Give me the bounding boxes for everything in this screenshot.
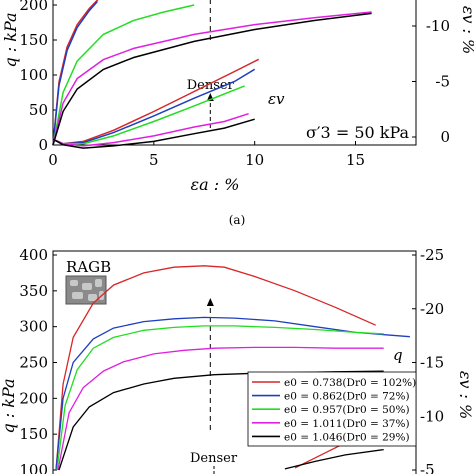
series-q-black-a	[52, 12, 372, 146]
series-q-blue-a	[52, 1, 98, 146]
y-left-tick-label-a: 150	[19, 31, 48, 49]
series-q-green-a	[52, 4, 195, 146]
series-ev-green-a	[52, 85, 245, 145]
material-photo-grain	[82, 283, 92, 290]
y-right-tick-label-a: -10	[426, 17, 450, 35]
chart-b: 100 150 200 250 300 350 400 -25 -20 -15 -10 -5 q : k…	[0, 246, 474, 474]
annotation-material-b: RAGB	[66, 258, 111, 276]
series-q-red-b	[55, 265, 376, 471]
y-right-axis-label-b: εv : %	[456, 371, 474, 419]
plot-frame-a	[52, 0, 417, 146]
series-ev-black-a	[52, 118, 255, 149]
y-right-tick-label-b: -15	[420, 354, 444, 372]
y-right-tick-label-b: -25	[420, 246, 444, 264]
x-tick-label-a: 5	[149, 151, 159, 169]
y-right-tick-label-b: -10	[420, 407, 444, 425]
legend-label-black: e0 = 1.046(Dr0 = 29%)	[284, 431, 410, 443]
material-photo-grain	[95, 279, 102, 287]
y-right-tick-label-a: 0	[440, 128, 450, 146]
y-left-tick-label-b: 400	[19, 246, 48, 264]
x-tick-label-a: 0	[48, 151, 58, 169]
series-q-magenta-b	[57, 346, 384, 471]
y-left-tick-label-b: 250	[19, 354, 48, 372]
annotation-ev-a: εv	[268, 90, 285, 108]
y-left-tick-label-b: 150	[19, 425, 48, 443]
y-right-tick-label-a: -5	[435, 73, 450, 91]
annotation-pressure-a: σ′3 = 50 kPa	[306, 123, 410, 142]
x-tick-label-a: 15	[346, 151, 365, 169]
caption-a: (a)	[229, 213, 246, 227]
series-ev-red-a	[52, 58, 260, 145]
y-left-tick-label-a: 200	[19, 0, 48, 14]
annotation-denser-b: Denser	[190, 451, 238, 466]
series-ev-magenta-a	[52, 112, 249, 147]
y-left-axis-label-a: q : kPa	[1, 12, 20, 67]
legend-label-red: e0 = 0.738(Dr0 = 102%)	[284, 377, 416, 389]
y-right-tick-label-b: -5	[420, 461, 435, 474]
legend-label-magenta: e0 = 1.011(Dr0 = 37%)	[284, 418, 410, 430]
x-axis-label-a: εa : %	[191, 175, 240, 194]
arrowhead-b	[206, 298, 214, 306]
material-photo-grain	[70, 280, 78, 286]
y-left-tick-label-b: 200	[19, 389, 48, 407]
legend-label-blue: e0 = 0.862(Dr0 = 72%)	[284, 391, 410, 403]
y-left-tick-label-b: 350	[19, 282, 48, 300]
material-photo-grain	[88, 294, 97, 301]
y-left-tick-label-a: 0	[38, 136, 48, 154]
series-q-green-b	[56, 325, 384, 471]
series-q-blue-b	[55, 316, 410, 471]
y-left-axis-label-b: q : kPa	[0, 378, 18, 433]
y-left-tick-label-a: 50	[29, 101, 48, 119]
series-q-magenta-a	[52, 11, 372, 146]
y-left-tick-label-a: 100	[19, 66, 48, 84]
y-left-tick-label-b: 300	[19, 318, 48, 336]
y-left-tick-label-b: 100	[19, 461, 48, 474]
material-photo-grain	[72, 292, 83, 299]
annotation-q-b: q	[393, 346, 403, 364]
legend-label-green: e0 = 0.957(Dr0 = 50%)	[284, 404, 410, 416]
y-right-axis-label-a: εv : %	[459, 6, 474, 54]
series-ev-black-b	[284, 448, 384, 470]
x-tick-label-a: 10	[245, 151, 264, 169]
y-right-tick-label-b: -20	[420, 300, 444, 318]
